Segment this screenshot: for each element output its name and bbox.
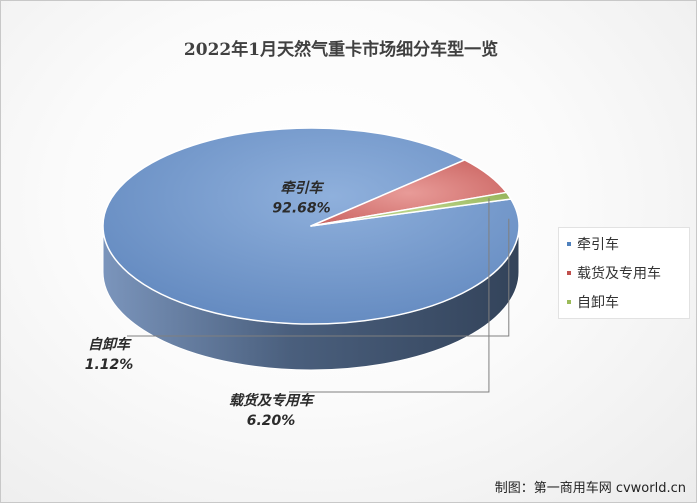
leader-line-cargo-special	[289, 198, 490, 393]
pie-slice-dump	[310, 191, 512, 227]
slice-label-dump: 自卸车	[88, 336, 132, 353]
chart-title: 2022年1月天然气重卡市场细分车型一览	[183, 40, 499, 60]
slice-labels: 牵引车 92.68% 载货及专用车 6.20% 自卸车 1.12%	[85, 179, 331, 429]
slice-value-cargo-special: 6.20%	[247, 413, 296, 429]
slice-label-cargo-special: 载货及专用车	[229, 392, 315, 409]
slice-label-tractor: 牵引车	[281, 179, 325, 196]
slice-value-dump: 1.12%	[85, 357, 134, 373]
legend-marker	[567, 271, 571, 275]
legend: 牵引车 载货及专用车 自卸车	[558, 227, 690, 319]
leader-line-dump	[127, 218, 510, 337]
slice-value-tractor: 92.68%	[272, 200, 330, 216]
legend-label: 自卸车	[577, 295, 619, 311]
legend-label: 牵引车	[577, 237, 619, 253]
chart-credit: 制图：第一商用车网 cvworld.cn	[494, 481, 686, 496]
legend-marker	[567, 300, 571, 304]
legend-label: 载货及专用车	[577, 266, 661, 282]
leader-lines	[127, 198, 510, 393]
pie-tops	[102, 127, 520, 325]
legend-marker	[567, 242, 571, 246]
legend-item-tractor: 牵引车	[567, 234, 619, 254]
legend-item-cargo-special: 载货及专用车	[567, 263, 661, 283]
legend-item-dump: 自卸车	[567, 292, 619, 312]
